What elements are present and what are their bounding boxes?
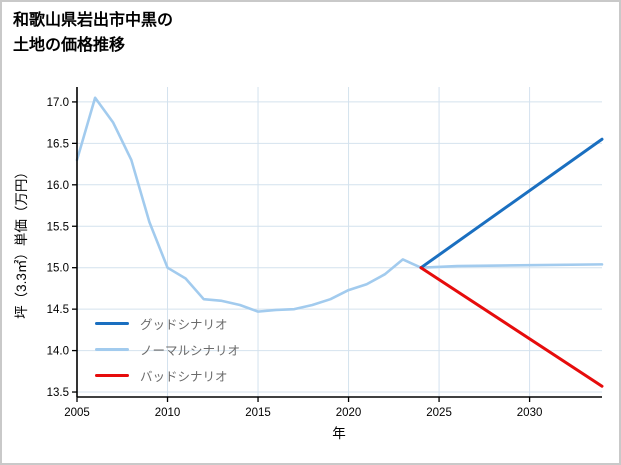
y-tick-label: 13.5 — [47, 387, 69, 399]
y-tick-label: 17.0 — [47, 97, 69, 109]
legend-item-bad-scenario: バッドシナリオ — [95, 366, 240, 384]
y-tick-label: 16.5 — [47, 138, 69, 150]
y-tick-label: 14.0 — [47, 346, 69, 358]
series-line-normal-scenario — [75, 96, 604, 313]
y-tick-label: 16.0 — [47, 180, 69, 192]
x-tick-label: 2010 — [155, 407, 181, 419]
x-tick-label: 2005 — [64, 407, 90, 419]
x-axis-label: 年 — [332, 426, 346, 441]
y-axis-label: 坪（3.3㎡）単価（万円） — [14, 165, 29, 319]
series-line-good-scenario — [419, 137, 604, 270]
y-tick-label: 15.0 — [47, 263, 69, 275]
legend-swatch-normal-scenario — [95, 347, 129, 351]
x-tick-label: 2020 — [336, 407, 362, 419]
legend-swatch-good-scenario — [95, 321, 129, 325]
page-title-line1: 和歌山県岩出市中黒の — [13, 12, 174, 29]
legend-item-good-scenario: グッドシナリオ — [95, 314, 240, 332]
y-tick-label: 14.5 — [47, 304, 69, 316]
x-tick-label: 2025 — [426, 407, 452, 419]
legend-item-normal-scenario: ノーマルシナリオ — [95, 340, 240, 358]
series-line-bad-scenario — [419, 266, 604, 388]
legend-label-good-scenario: グッドシナリオ — [140, 317, 228, 332]
legend-label-normal-scenario: ノーマルシナリオ — [140, 343, 241, 358]
page-title-line2: 土地の価格推移 — [13, 36, 126, 54]
page-title: 和歌山県岩出市中黒の 土地の価格推移 — [13, 9, 173, 59]
legend-label-bad-scenario: バッドシナリオ — [140, 369, 228, 384]
legend-swatch-bad-scenario — [95, 373, 129, 377]
x-tick-label: 2015 — [245, 407, 271, 419]
legend: グッドシナリオ ノーマルシナリオ バッドシナリオ — [95, 314, 240, 384]
y-tick-label: 15.5 — [47, 221, 69, 233]
x-tick-label: 2030 — [517, 407, 543, 419]
